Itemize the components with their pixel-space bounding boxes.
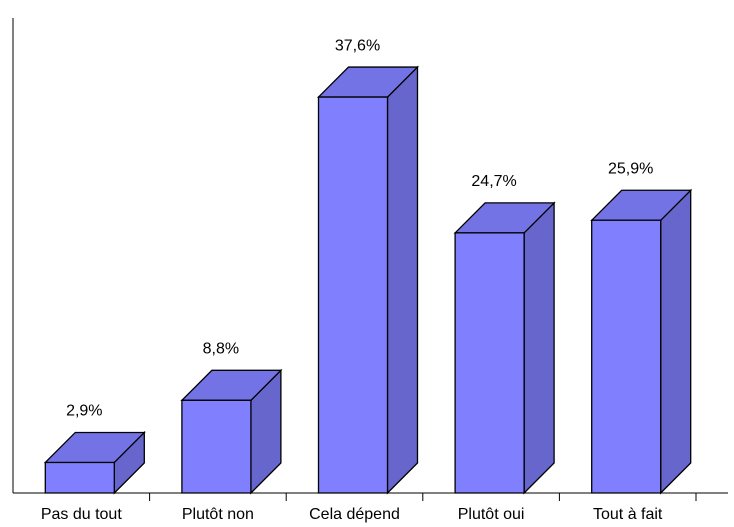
- x-tick-label: Pas du tout: [41, 506, 123, 523]
- bar: [180, 368, 283, 495]
- x-tick-label: Tout à fait: [593, 506, 663, 523]
- bar-front: [591, 219, 662, 494]
- value-label: 2,9%: [66, 403, 102, 420]
- value-label: 24,7%: [471, 173, 516, 190]
- bar-front: [44, 461, 115, 494]
- bar: [316, 65, 420, 495]
- x-tick-label: Cela dépend: [309, 506, 400, 523]
- bar: [590, 188, 693, 495]
- value-label: 25,9%: [608, 160, 653, 177]
- bar-front: [317, 96, 389, 494]
- bar: [43, 430, 146, 495]
- x-tick-label: Plutôt non: [182, 506, 254, 523]
- bar: [453, 201, 556, 495]
- bar-front: [181, 399, 252, 494]
- value-label: 37,6%: [335, 37, 380, 54]
- bar-front: [454, 232, 525, 494]
- x-tick-label: Plutôt oui: [458, 506, 525, 523]
- value-label: 8,8%: [203, 341, 239, 358]
- bar-side: [523, 201, 555, 495]
- bar-side: [386, 65, 419, 495]
- bar-side: [660, 188, 692, 495]
